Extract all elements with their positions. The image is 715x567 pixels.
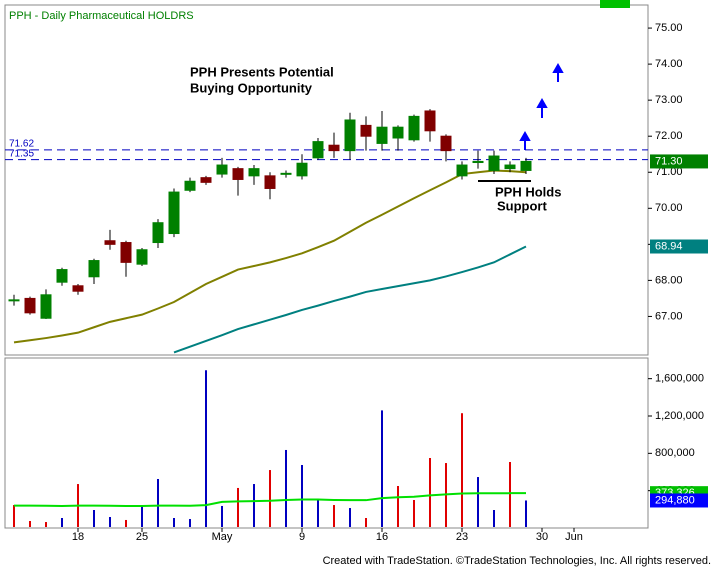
candle-body [56,269,68,283]
price-marker-label: 294,880 [655,494,695,506]
price-marker [650,239,708,254]
x-tick-label: May [212,531,233,543]
y-tick-label: 800,000 [655,447,695,459]
candle-body [216,164,228,175]
candle-body [504,164,516,170]
y-tick-label: 1,600,000 [655,373,704,385]
candle-body [328,144,340,152]
candle-body [248,168,260,177]
candle-body [152,222,164,244]
candle-body [408,115,420,141]
candle-body [168,191,180,235]
x-tick-label: 23 [456,531,468,543]
x-tick-label: 9 [299,531,305,543]
candle-body [344,119,356,152]
level-label: 71.35 [9,148,34,159]
y-tick-label: 67.00 [655,310,683,322]
candle-body [264,175,276,189]
candle-body [472,160,484,164]
y-tick-label: 75.00 [655,22,683,34]
x-tick-label: 25 [136,531,148,543]
candle-body [72,285,84,292]
status-box [600,0,630,8]
price-marker-label: 71.30 [655,155,683,167]
footer-bar [0,553,715,567]
candle-body [280,172,292,175]
annotation: Buying Opportunity [190,80,313,95]
y-tick-label: 70.00 [655,202,683,214]
price-marker-label: 68.94 [655,240,683,252]
annotation: PPH Presents Potential [190,64,334,79]
x-tick-label: 16 [376,531,388,543]
candle-body [24,297,36,314]
y-tick-label: 74.00 [655,58,683,70]
candle-body [360,124,372,137]
candle-body [120,242,132,263]
candle-body [376,126,388,144]
level-label: 71.62 [9,139,34,150]
candle-body [392,126,404,139]
candle-body [184,180,196,191]
candle-body [456,164,468,177]
candle-body [8,299,20,302]
footer: Created with TradeStation. ©TradeStation… [323,555,711,567]
candle-body [440,135,452,152]
price-marker [650,154,708,169]
y-tick-label: 73.00 [655,94,683,106]
chart-title: PPH - Daily Pharmaceutical HOLDRS [9,10,194,22]
candle-body [520,160,532,171]
y-tick-label: 68.00 [655,274,683,286]
candle-body [104,240,116,245]
candle-body [424,110,436,132]
candle-body [200,177,212,183]
price-marker [650,493,708,508]
moving-average [14,492,527,507]
candle-body [296,162,308,177]
arrows [519,62,564,150]
y-tick-label: 71.00 [655,166,683,178]
volume-panel [4,357,649,529]
candle-body [40,294,52,319]
y-tick-label: 1,200,000 [655,410,704,422]
x-tick-label: 18 [72,531,84,543]
candle-body [488,155,500,171]
moving-average [13,169,527,344]
candle-body [232,168,244,180]
moving-average [173,245,527,354]
x-tick-label: Jun [565,531,583,543]
y-tick-label: 72.00 [655,130,683,142]
candle-body [88,260,100,278]
annotation: Support [497,198,547,213]
x-tick-label: 30 [536,531,548,543]
annotation: PPH Holds [495,184,561,199]
price-panel [4,4,649,356]
candle-body [136,249,148,265]
candle-body [312,141,324,159]
